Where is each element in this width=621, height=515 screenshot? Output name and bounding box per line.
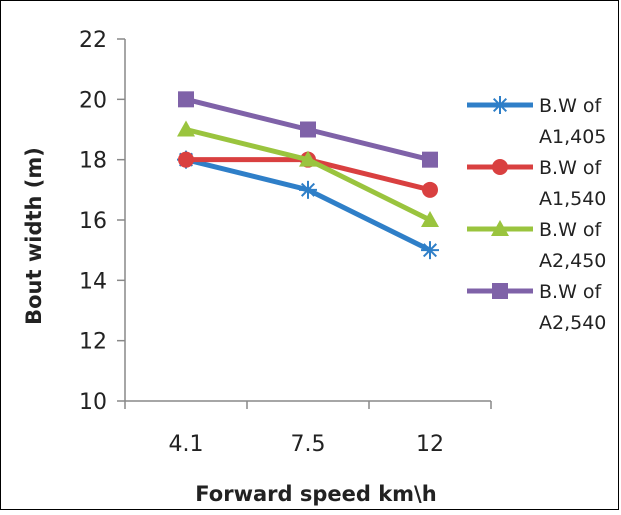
series-line-3 — [185, 127, 432, 223]
legend-label: A1,540 — [539, 188, 606, 210]
legend-marker — [492, 283, 508, 299]
legend-label: B.W of — [539, 219, 603, 241]
data-point — [178, 151, 194, 168]
y-axis: 10 12 14 16 18 20 22 — [79, 28, 126, 415]
legend-label: B.W of — [539, 95, 603, 117]
series-line-1 — [185, 157, 432, 253]
data-point — [177, 120, 195, 137]
series-lines — [177, 91, 439, 260]
y-tick-label: 14 — [79, 269, 107, 294]
legend-label: A2,450 — [539, 250, 606, 272]
y-tick-label: 12 — [79, 330, 107, 355]
data-point — [300, 121, 316, 138]
legend-marker — [491, 96, 509, 114]
legend-marker — [491, 220, 509, 236]
x-axis-title: Forward speed km\h — [195, 482, 436, 506]
y-tick-label: 16 — [79, 209, 107, 234]
y-tick-label: 18 — [79, 149, 107, 174]
data-point — [299, 180, 317, 199]
x-tick-label: 4.1 — [169, 432, 204, 457]
y-tick-label: 22 — [79, 28, 107, 53]
legend-marker — [492, 159, 508, 175]
y-tick-label: 10 — [79, 390, 107, 415]
data-point — [421, 241, 439, 260]
legend-label: A2,540 — [539, 312, 606, 334]
x-tick-label: 12 — [416, 432, 444, 457]
data-point — [299, 150, 317, 167]
y-tick-label: 20 — [79, 88, 107, 113]
data-point — [178, 91, 194, 108]
data-point — [422, 151, 438, 168]
legend-label: B.W of — [539, 157, 603, 179]
y-axis-title: Bout width (m) — [22, 147, 46, 325]
legend-label: B.W of — [539, 281, 603, 303]
x-axis: 4.1 7.5 12 — [124, 400, 492, 457]
data-point — [422, 181, 438, 198]
data-point — [421, 211, 439, 227]
x-tick-label: 7.5 — [291, 432, 326, 457]
legend-label: A1,405 — [539, 126, 606, 148]
legend: B.W of A1,405 B.W of A1,540 B.W of A2,450 B.W … — [467, 95, 606, 334]
